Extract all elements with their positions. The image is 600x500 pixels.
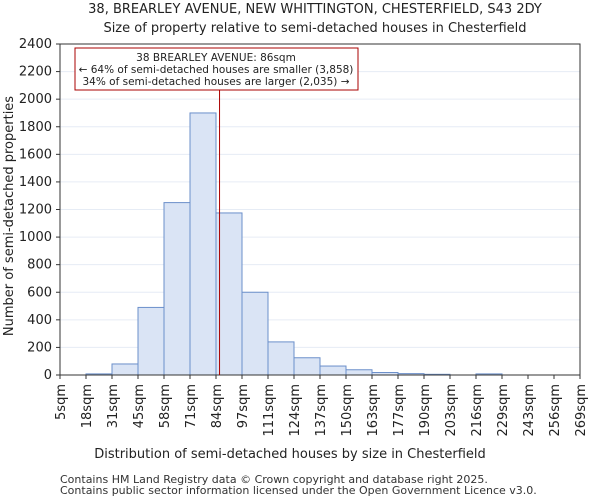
- y-axis-label: Number of semi-detached properties: [2, 96, 17, 336]
- y-tick-label: 1600: [19, 147, 52, 162]
- x-tick-label: 216sqm: [470, 384, 485, 437]
- x-tick-label: 5sqm: [54, 384, 69, 420]
- bar-97sqm: [241, 291, 269, 376]
- x-tick-label: 150sqm: [340, 384, 355, 437]
- x-tick-label: 31sqm: [106, 384, 121, 428]
- y-tick-label: 1000: [19, 230, 52, 245]
- x-axis-ticks: 5sqm 18sqm 31sqm 45sqm 58sqm 71sqm 84sqm 97sqm 1…: [54, 375, 589, 437]
- x-tick-label: 124sqm: [288, 384, 303, 437]
- y-tick-label: 200: [27, 340, 52, 355]
- bar-31sqm: [111, 363, 139, 376]
- x-axis-label: Distribution of semi-detached houses by …: [94, 447, 486, 462]
- x-tick-label: 111sqm: [262, 384, 277, 437]
- y-tick-label: 1400: [19, 175, 52, 190]
- y-tick-label: 400: [27, 313, 52, 328]
- x-tick-label: 203sqm: [444, 384, 459, 437]
- x-tick-label: 256sqm: [548, 384, 563, 437]
- y-tick-label: 800: [27, 258, 52, 273]
- bar-58sqm: [163, 202, 191, 376]
- bar-45sqm: [137, 306, 165, 376]
- bars: [85, 112, 503, 376]
- x-tick-label: 229sqm: [496, 384, 511, 437]
- y-tick-label: 1200: [19, 203, 52, 218]
- x-tick-label: 163sqm: [366, 384, 381, 437]
- annotation-line-1: 38 BREARLEY AVENUE: 86sqm: [136, 52, 296, 64]
- x-tick-label: 45sqm: [132, 384, 147, 428]
- x-tick-label: 84sqm: [210, 384, 225, 428]
- chart-subtitle: Size of property relative to semi-detach…: [103, 21, 526, 36]
- chart-title: 38, BREARLEY AVENUE, NEW WHITTINGTON, CH…: [88, 2, 542, 17]
- x-tick-label: 18sqm: [80, 384, 95, 428]
- y-tick-label: 0: [44, 368, 52, 383]
- y-tick-label: 2000: [19, 92, 52, 107]
- x-tick-label: 71sqm: [184, 384, 199, 428]
- x-tick-label: 177sqm: [392, 384, 407, 437]
- bar-71sqm: [189, 112, 217, 376]
- annotation-box: 38 BREARLEY AVENUE: 86sqm ← 64% of semi-…: [74, 47, 359, 91]
- x-tick-label: 58sqm: [158, 384, 173, 428]
- bar-111sqm: [267, 341, 295, 376]
- footer-line-1: Contains HM Land Registry data © Crown c…: [60, 473, 488, 486]
- y-axis-ticks: 0 200 400 600 800 1000 1200 1400 1600 1800 2000 220…: [19, 37, 60, 383]
- bar-150sqm: [345, 369, 373, 376]
- y-tick-label: 2400: [19, 37, 52, 52]
- x-tick-label: 243sqm: [522, 384, 537, 437]
- x-tick-label: 97sqm: [236, 384, 251, 428]
- bar-124sqm: [293, 357, 321, 376]
- x-tick-label: 269sqm: [574, 384, 589, 437]
- x-tick-label: 190sqm: [418, 384, 433, 437]
- y-tick-label: 600: [27, 285, 52, 300]
- x-tick-label: 137sqm: [314, 384, 329, 437]
- annotation-line-2: ← 64% of semi-detached houses are smalle…: [79, 64, 354, 76]
- bar-137sqm: [319, 365, 347, 376]
- footer-line-2: Contains public sector information licen…: [60, 484, 537, 497]
- y-tick-label: 2200: [19, 65, 52, 80]
- y-tick-label: 1800: [19, 120, 52, 135]
- annotation-line-3: 34% of semi-detached houses are larger (…: [82, 76, 349, 88]
